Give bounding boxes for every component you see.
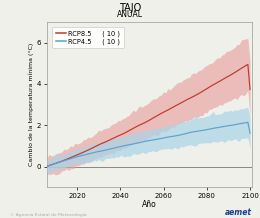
Text: © Agencia Estatal de Meteorología: © Agencia Estatal de Meteorología <box>10 213 87 217</box>
Text: ANUAL: ANUAL <box>117 10 143 19</box>
Text: aemet: aemet <box>225 208 252 217</box>
Y-axis label: Cambio de la temperatura mínima (°C): Cambio de la temperatura mínima (°C) <box>28 43 34 166</box>
Text: TAJO: TAJO <box>119 3 141 13</box>
X-axis label: Año: Año <box>142 200 157 209</box>
Legend: RCP8.5     ( 10 ), RCP4.5     ( 10 ): RCP8.5 ( 10 ), RCP4.5 ( 10 ) <box>52 27 124 48</box>
